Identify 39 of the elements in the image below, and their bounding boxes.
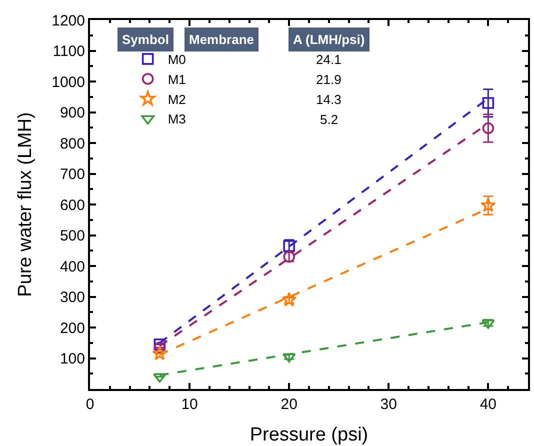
annotation: 5.2: [320, 112, 338, 127]
y-tick-label: 900: [60, 104, 85, 122]
point: [154, 338, 166, 350]
x-tick-label: 0: [86, 396, 94, 413]
annotation: 21.9: [316, 72, 342, 87]
y-tick-label: 200: [60, 320, 85, 337]
x-tick-label: 20: [280, 396, 298, 413]
point: [480, 198, 496, 212]
x-axis-title: Pressure (psi): [250, 424, 368, 446]
annotation: Membrane: [189, 32, 254, 47]
point: [282, 292, 297, 306]
y-tick-label: 1200: [52, 12, 85, 30]
legend-label: M2: [168, 92, 186, 107]
point: [154, 342, 166, 354]
point: [282, 353, 296, 363]
point: [152, 346, 168, 360]
x-tick-label: 40: [480, 396, 497, 413]
legend-label: M1: [168, 72, 186, 87]
y-axis-title: Pure water flux (LMH): [14, 112, 36, 297]
point: [482, 97, 494, 109]
legend-label: M0: [168, 52, 186, 68]
y-tick-label: 1000: [52, 74, 85, 91]
point: [482, 122, 494, 134]
annotation: 24.1: [316, 52, 342, 67]
y-tick-label: 700: [60, 166, 85, 183]
annotation: Symbol: [122, 32, 169, 47]
y-tick-label: 100: [60, 350, 85, 368]
y-tick-label: 800: [60, 135, 85, 152]
point: [153, 373, 166, 383]
y-tick-label: 400: [60, 258, 85, 276]
y-tick-label: 600: [60, 196, 85, 214]
x-tick-label: 10: [181, 396, 198, 413]
annotation: 14.3: [316, 92, 342, 107]
y-tick-label: 500: [60, 228, 85, 244]
annotation: A (LMH/psi): [293, 32, 365, 47]
x-tick-label: 30: [380, 396, 397, 413]
y-tick-label: 1100: [52, 43, 85, 60]
y-tick-label: 300: [60, 289, 85, 306]
legend-label: M3: [168, 112, 186, 127]
